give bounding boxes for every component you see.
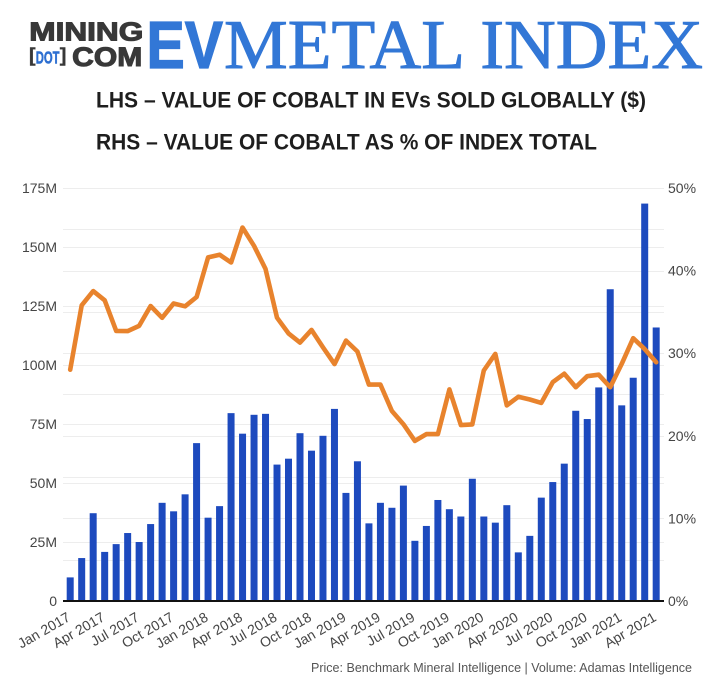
- svg-text:100M: 100M: [22, 357, 57, 373]
- svg-text:175M: 175M: [22, 180, 57, 196]
- svg-text:30%: 30%: [668, 345, 696, 361]
- svg-text:0%: 0%: [668, 593, 688, 609]
- svg-text:[: [: [29, 45, 36, 67]
- svg-text:RHS – VALUE OF COBALT AS % OF: RHS – VALUE OF COBALT AS % OF INDEX TOTA…: [96, 129, 597, 154]
- svg-text:75M: 75M: [30, 416, 57, 432]
- svg-text:EV: EV: [147, 9, 224, 83]
- svg-text:COM: COM: [72, 42, 142, 72]
- svg-text:25M: 25M: [30, 534, 57, 550]
- svg-text:10%: 10%: [668, 510, 696, 526]
- svg-text:50%: 50%: [668, 180, 696, 196]
- svg-text:50M: 50M: [30, 475, 57, 491]
- svg-text:METAL INDEX: METAL INDEX: [224, 7, 703, 84]
- svg-text:DOT: DOT: [36, 47, 60, 67]
- svg-text:]: ]: [60, 45, 67, 67]
- svg-text:Price: Benchmark Mineral Intel: Price: Benchmark Mineral Intelligence | …: [311, 660, 692, 675]
- svg-text:20%: 20%: [668, 428, 696, 444]
- svg-text:MINING: MINING: [29, 17, 143, 47]
- svg-text:150M: 150M: [22, 239, 57, 255]
- svg-text:LHS – VALUE OF COBALT IN EVs S: LHS – VALUE OF COBALT IN EVs SOLD GLOBAL…: [96, 88, 646, 113]
- svg-text:40%: 40%: [668, 263, 696, 279]
- svg-text:0: 0: [49, 593, 57, 609]
- svg-text:125M: 125M: [22, 298, 57, 314]
